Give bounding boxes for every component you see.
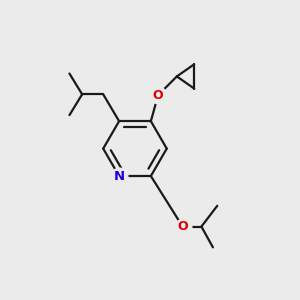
Text: O: O — [153, 89, 164, 102]
Text: N: N — [113, 169, 125, 182]
Text: O: O — [177, 220, 188, 233]
